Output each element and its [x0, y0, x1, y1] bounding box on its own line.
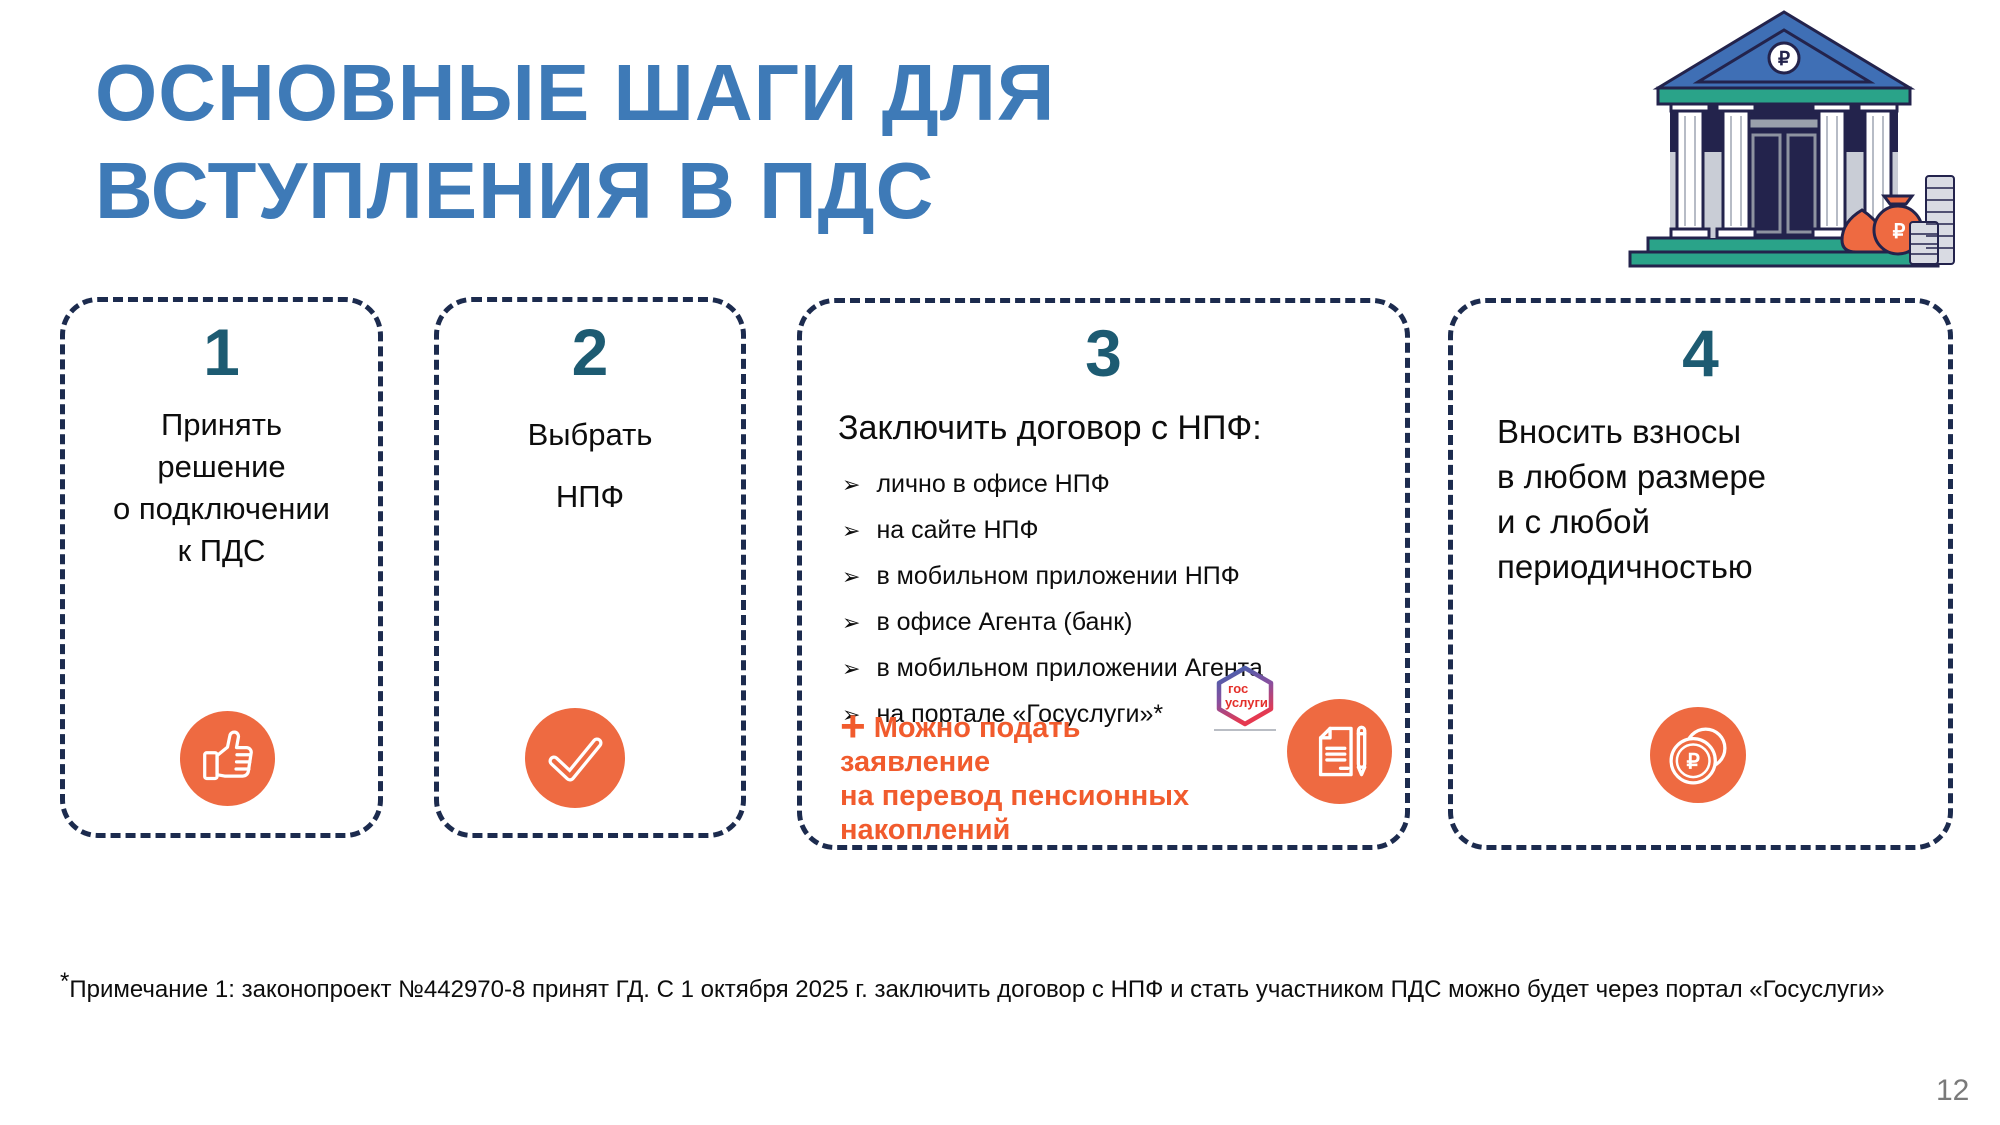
- footnote-asterisk: *: [60, 968, 70, 995]
- page-number: 12: [1936, 1074, 1970, 1107]
- plus-icon: +: [840, 702, 866, 751]
- step-number-2: 2: [571, 315, 609, 389]
- step-card-3: 3 Заключить договор с НПФ: ➢ лично в офи…: [797, 298, 1410, 850]
- list-item: ➢ в мобильном приложении Агента: [842, 654, 1263, 682]
- list-item: ➢ на портале «Госуслуги»*: [842, 700, 1164, 728]
- step-4-text: Вносить взносы в любом размере и с любой…: [1497, 413, 1767, 585]
- bullet-arrow-icon: ➢: [842, 656, 861, 681]
- list-item: ➢ на сайте НПФ: [842, 516, 1039, 544]
- step-card-1: 1 Принять решение о подключении к ПДС: [60, 297, 383, 838]
- step-3-heading: Заключить договор с НПФ:: [838, 409, 1262, 447]
- checkmark-icon: [525, 708, 625, 808]
- step-3-plus-note: + Можно подать заявление на перевод пенси…: [840, 702, 1190, 847]
- step-number-1: 1: [203, 315, 240, 389]
- bank-illustration: ₽ ₽: [1612, 6, 1956, 272]
- document-pen-icon: [1287, 699, 1392, 804]
- list-item: ➢ в офисе Агента (банк): [842, 608, 1133, 636]
- page-title-line2: ВСТУПЛЕНИЯ В ПДС: [95, 146, 935, 235]
- footnote: *Примечание 1: законопроект №442970-8 пр…: [60, 968, 1885, 1004]
- footnote-text: Примечание 1: законопроект №442970-8 при…: [69, 976, 1885, 1003]
- page-title: ОСНОВНЫЕ ШАГИ ДЛЯ ВСТУПЛЕНИЯ В ПДС: [95, 44, 1055, 240]
- step-1-text: Принять решение о подключении к ПДС: [113, 407, 330, 568]
- bullet-arrow-icon: ➢: [842, 518, 861, 543]
- ruble-sign: ₽: [1686, 750, 1700, 773]
- step-3-bullet-list: ➢ лично в офисе НПФ ➢ на сайте НПФ ➢ в м…: [842, 470, 1405, 729]
- ruble-coins-icon: ₽: [1650, 707, 1746, 803]
- bullet-arrow-icon: ➢: [842, 472, 861, 497]
- list-item: ➢ в мобильном приложении НПФ: [842, 562, 1240, 590]
- gosuslugi-logo-text: гос: [1228, 681, 1248, 696]
- bullet-arrow-icon: ➢: [842, 702, 861, 727]
- step-2-text: Выбрать НПФ: [527, 417, 653, 514]
- page-title-line1: ОСНОВНЫЕ ШАГИ ДЛЯ: [95, 48, 1056, 137]
- step-card-2: 2 Выбрать НПФ: [434, 297, 746, 838]
- thumbs-up-icon: [180, 711, 275, 806]
- bank-building-icon: ₽ ₽: [1628, 10, 1955, 268]
- ruble-sign: ₽: [1778, 49, 1790, 70]
- step-number-4: 4: [1682, 316, 1719, 390]
- gosuslugi-logo-text: услуги: [1225, 695, 1268, 710]
- step-card-4: 4 Вносить взносы в любом размере и с люб…: [1448, 298, 1953, 850]
- gosuslugi-logo: гос услуги: [1208, 663, 1282, 733]
- bullet-arrow-icon: ➢: [842, 564, 861, 589]
- ruble-sign: ₽: [1893, 221, 1906, 243]
- bullet-arrow-icon: ➢: [842, 610, 861, 635]
- list-item: ➢ лично в офисе НПФ: [842, 470, 1110, 498]
- step-number-3: 3: [1085, 316, 1122, 390]
